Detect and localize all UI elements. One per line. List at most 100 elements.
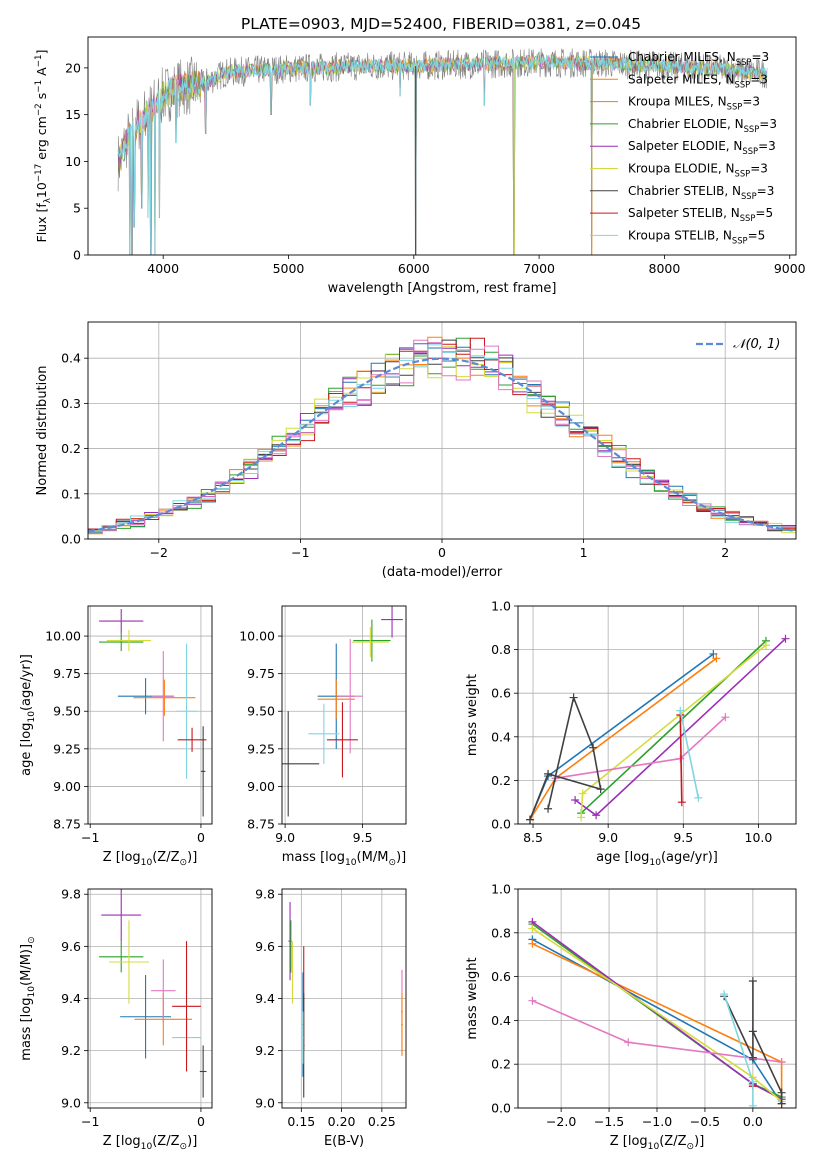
age-vs-Z-errorbar-point [99, 609, 144, 634]
weight-vs-Z-series [720, 976, 786, 1108]
weight-vs-age-xlabel-part: (age/yr)] [661, 850, 718, 865]
residuals-ylabel-part: Normed distribution [35, 366, 50, 496]
age-vs-Z-xtick-label: −1 [81, 830, 99, 845]
weight-vs-age-ytick-label: 0.4 [491, 729, 511, 744]
residuals-xtick-label: −1 [291, 545, 309, 560]
series-marker [577, 813, 586, 822]
series-marker [569, 693, 578, 702]
age-vs-mass-ytick-label: 10.00 [239, 629, 275, 644]
spectrum-xtick-label: 4000 [147, 261, 179, 276]
spectrum-xlabel: wavelength [Angstrom, rest frame] [328, 281, 557, 296]
weight-vs-Z-ytick-label: 0.6 [491, 969, 511, 984]
weight-vs-age-xtick-label: 10.0 [745, 830, 773, 845]
residuals-ytick-label: 0.3 [61, 396, 81, 411]
spectrum-xtick-label: 9000 [774, 261, 806, 276]
legend-label-part: SSP [727, 102, 743, 112]
series-marker [709, 649, 718, 658]
legend-label-part: Chabrier MILES, N [628, 50, 736, 64]
series-marker [578, 789, 587, 798]
spectrum-ylabel-part: erg cm [34, 116, 49, 164]
series-marker [777, 1088, 786, 1097]
age-vs-Z-ylabel-part: (age/yr)] [19, 654, 34, 711]
legend-label-part: SSP [735, 79, 751, 89]
legend-label: Kroupa MILES, NSSP=3 [628, 95, 760, 112]
legend-label-part: SSP [742, 146, 758, 156]
legend-label: Chabrier ELODIE, NSSP=3 [628, 117, 777, 134]
series-marker [694, 793, 703, 802]
weight-vs-Z-xlabel: Z [log10(Z/Z⊙)] [610, 1134, 705, 1152]
age-vs-Z-plot [99, 609, 207, 817]
series-marker [777, 1058, 786, 1067]
residuals-xtick-label: 1 [580, 545, 588, 560]
age-vs-mass-xlabel-part: ⊙ [388, 858, 396, 868]
weight-vs-age-ytick-label: 0.6 [491, 686, 511, 701]
normal-reference-curve [88, 357, 796, 533]
spectrum-xtick-label: 8000 [649, 261, 681, 276]
legend-label-part: SSP [741, 191, 757, 201]
weight-vs-Z-xlabel-part: ⊙ [687, 1142, 695, 1152]
spectrum-plot [117, 48, 768, 255]
mass-vs-ebv-errorbar-point [302, 1011, 304, 1064]
weight-vs-Z-plot [528, 917, 786, 1108]
legend-label-part: =3 [742, 95, 760, 109]
series-marker [571, 796, 580, 805]
series-marker [777, 1099, 786, 1108]
age-vs-Z-xtick-label: 0 [197, 830, 205, 845]
mass-vs-Z-xtick-label: −1 [81, 1114, 99, 1129]
weight-vs-age-panel: 8.5 9.0 9.5 10.0 0.0 0.2 0.4 0.6 0.8 1.0 age [log1… [465, 599, 797, 868]
mass-vs-ebv-xtick-label: 0.15 [287, 1114, 315, 1129]
age-vs-mass-xtick-label: 9.0 [275, 830, 295, 845]
weight-vs-Z-xtick-label: −1.5 [594, 1114, 624, 1129]
age-vs-Z-ytick-label: 8.75 [53, 817, 81, 832]
spectrum-data-line [117, 48, 768, 255]
mass-vs-Z-grid [88, 889, 212, 1108]
weight-vs-Z-frame [517, 888, 797, 1109]
residuals-ytick-label: 0.1 [61, 486, 81, 501]
weight-vs-age-grid [518, 605, 796, 825]
legend-label-part: Salpeter STELIB, N [628, 206, 740, 220]
age-vs-Z-ylabel-part: age [log [19, 723, 34, 776]
weight-vs-age-plot [526, 634, 790, 824]
age-vs-Z-errorbar-point [133, 679, 196, 716]
age-vs-Z-frame [87, 605, 213, 825]
spectrum-xtick-label: 7000 [523, 261, 555, 276]
weight-vs-Z-ylabel: mass weight [465, 957, 480, 1039]
mass-vs-ebv-ytick-label: 9.8 [255, 887, 275, 902]
mass-vs-Z-errorbar-point [109, 920, 149, 1004]
weight-vs-age-ytick-label: 0.8 [491, 642, 511, 657]
mass-vs-ebv-panel: 0.15 0.20 0.25 9.0 9.2 9.4 9.6 9.8 E(B-V) [255, 887, 407, 1149]
mass-vs-ebv-errorbar-point [291, 941, 294, 1004]
mass-vs-Z-panel: −1 09.09.29.49.69.8Z [log10(Z/Z⊙)]mass [l… [19, 887, 213, 1152]
weight-vs-age-xlabel: age [log10(age/yr)] [596, 850, 718, 868]
mass-vs-ebv-ytick-label: 9.2 [255, 1043, 275, 1058]
mass-vs-Z-ylabel-part: )] [19, 944, 34, 954]
weight-vs-age-series [577, 636, 770, 818]
mass-vs-Z-ytick-label: 9.0 [61, 1095, 81, 1110]
series-marker [528, 996, 537, 1005]
weight-vs-Z-xtick-label: 0.0 [743, 1114, 763, 1129]
legend-label-part: =5 [748, 228, 766, 242]
age-vs-Z-errorbar-point [152, 651, 175, 742]
legend-label-part: =3 [758, 139, 776, 153]
mass-vs-ebv-xtick-label: 0.25 [368, 1114, 396, 1129]
series-marker [676, 706, 685, 715]
weight-vs-age-series [577, 641, 770, 822]
age-vs-Z-ytick-label: 9.50 [53, 704, 81, 719]
mass-vs-ebv-ytick-label: 9.0 [255, 1095, 275, 1110]
series-marker [589, 743, 598, 752]
weight-vs-Z-xtick-label: −1.0 [642, 1114, 672, 1129]
age-vs-Z-xlabel-part: (Z/Z [152, 850, 179, 865]
mass-vs-Z-xlabel-part: )] [187, 1134, 197, 1149]
age-vs-Z-errorbar-point [106, 630, 152, 652]
age-vs-mass-frame [281, 605, 407, 825]
legend-label: Chabrier MILES, NSSP=3 [628, 50, 769, 67]
legend-label-part: Chabrier ELODIE, N [628, 117, 744, 131]
series-line [529, 694, 602, 820]
mass-vs-ebv-xlabel-part: E(B-V) [324, 1134, 364, 1149]
mass-vs-Z-xlabel-part: (Z/Z [152, 1134, 179, 1149]
mass-vs-Z-ylabel-part: mass [log [19, 998, 34, 1061]
weight-vs-Z-ylabel-part: mass weight [465, 957, 480, 1039]
legend-label-part: SSP [732, 235, 748, 245]
